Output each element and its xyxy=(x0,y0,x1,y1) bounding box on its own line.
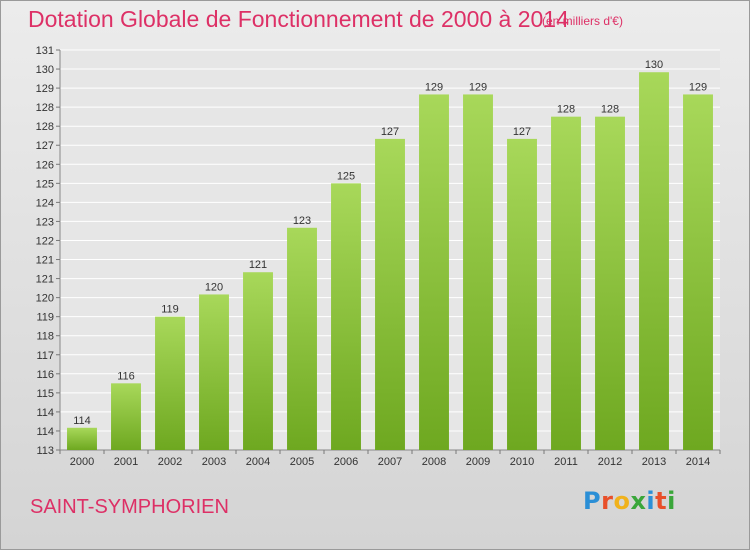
y-tick-label: 126 xyxy=(36,159,54,171)
data-label: 120 xyxy=(205,281,223,293)
bar xyxy=(683,94,713,450)
bar xyxy=(551,116,581,451)
data-label: 130 xyxy=(645,59,663,71)
bar xyxy=(507,138,537,450)
y-tick-label: 121 xyxy=(36,274,54,286)
logo-letter: x xyxy=(630,487,647,515)
x-tick-label: 2005 xyxy=(290,456,314,468)
logo-letter: o xyxy=(613,487,631,515)
data-label: 127 xyxy=(513,126,531,138)
y-tick-label: 114 xyxy=(36,407,54,419)
y-axis-ticks: 113 114 114 115 116 117 118 119 120 121 121 122 123 1… xyxy=(36,45,60,457)
y-tick-label: 120 xyxy=(36,293,54,305)
bar xyxy=(331,183,361,451)
x-tick-label: 2000 xyxy=(70,456,94,468)
x-tick-label: 2007 xyxy=(378,456,402,468)
y-tick-label: 113 xyxy=(36,445,54,457)
y-tick-label: 118 xyxy=(36,331,54,343)
x-tick-label: 2008 xyxy=(422,456,446,468)
y-tick-label: 117 xyxy=(36,350,54,362)
y-tick-label: 115 xyxy=(36,388,54,400)
x-tick-label: 2014 xyxy=(686,456,710,468)
bar xyxy=(287,227,317,450)
x-tick-label: 2001 xyxy=(114,456,138,468)
y-tick-label: 122 xyxy=(36,235,54,247)
data-label: 119 xyxy=(161,304,179,316)
y-tick-label: 116 xyxy=(36,369,54,381)
x-tick-label: 2011 xyxy=(554,456,578,468)
x-tick-label: 2012 xyxy=(598,456,622,468)
data-label: 129 xyxy=(425,81,443,93)
bar xyxy=(463,94,493,450)
x-tick-label: 2002 xyxy=(158,456,182,468)
data-labels: 114 116 119 120 121 123 125 127 129 129 127 128 128 1… xyxy=(73,59,707,427)
unit-label: (en milliers d'€) xyxy=(542,14,623,28)
x-tick-label: 2003 xyxy=(202,456,226,468)
bar xyxy=(111,383,141,450)
y-tick-label: 127 xyxy=(36,140,54,152)
bar xyxy=(595,116,625,451)
x-tick-label: 2010 xyxy=(510,456,534,468)
y-tick-label: 119 xyxy=(36,312,54,324)
data-label: 121 xyxy=(249,259,267,271)
y-tick-label: 128 xyxy=(36,102,54,114)
data-label: 129 xyxy=(469,81,487,93)
bar xyxy=(419,94,449,450)
bars xyxy=(67,72,713,451)
y-tick-label: 121 xyxy=(36,255,54,267)
data-label: 123 xyxy=(293,215,311,227)
logo-letter: i xyxy=(667,487,676,515)
y-tick-label: 125 xyxy=(36,178,54,190)
y-tick-label: 128 xyxy=(36,121,54,133)
data-label: 129 xyxy=(689,81,707,93)
logo-letter: t xyxy=(655,487,668,515)
bar xyxy=(199,294,229,450)
x-axis-ticks: 2000 2001 2002 2003 2004 2005 2006 2007 2008 2009… xyxy=(59,450,721,468)
x-tick-label: 2013 xyxy=(642,456,666,468)
proxiti-logo: Proxiti xyxy=(583,487,676,515)
y-tick-label: 130 xyxy=(36,64,54,76)
x-tick-label: 2009 xyxy=(466,456,490,468)
bar xyxy=(375,138,405,450)
data-label: 128 xyxy=(601,104,619,116)
data-label: 114 xyxy=(73,415,91,427)
y-tick-label: 124 xyxy=(36,197,54,209)
logo-letter: i xyxy=(646,487,656,515)
y-tick-label: 129 xyxy=(36,83,54,95)
data-label: 128 xyxy=(557,104,575,116)
x-tick-label: 2004 xyxy=(246,456,270,468)
data-label: 116 xyxy=(117,370,135,382)
logo-letter: P xyxy=(583,487,602,515)
y-tick-label: 114 xyxy=(36,426,54,438)
place-name: SAINT-SYMPHORIEN xyxy=(30,496,229,518)
chart-title: Dotation Globale de Fonctionnement de 20… xyxy=(28,6,569,32)
logo-letter: r xyxy=(601,487,614,515)
y-tick-label: 123 xyxy=(36,216,54,228)
data-label: 125 xyxy=(337,170,355,182)
y-tick-label: 131 xyxy=(36,45,54,57)
bar xyxy=(155,316,185,450)
data-label: 127 xyxy=(381,126,399,138)
bar xyxy=(67,427,97,450)
bar xyxy=(639,72,669,450)
x-tick-label: 2006 xyxy=(334,456,358,468)
bar xyxy=(243,272,273,450)
